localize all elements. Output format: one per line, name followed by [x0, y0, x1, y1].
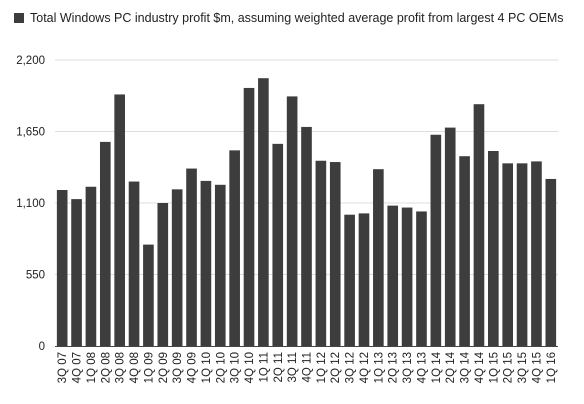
x-tick-label: 1Q 16	[546, 352, 558, 383]
x-tick-label: 4Q 14	[474, 351, 486, 383]
bar	[272, 143, 284, 346]
x-tick-label: 1Q 09	[143, 352, 155, 383]
x-tick-label: 3Q 15	[517, 352, 529, 383]
bar	[488, 151, 499, 346]
bar	[459, 156, 470, 346]
bar	[329, 162, 341, 346]
bar	[71, 199, 82, 346]
x-tick-label: 3Q 08	[115, 352, 127, 383]
x-tick-label: 2Q 15	[503, 352, 515, 383]
x-tick-label: 4Q 13	[416, 352, 428, 383]
bar	[143, 244, 154, 346]
bar	[416, 211, 427, 346]
bar	[373, 169, 384, 346]
legend: Total Windows PC industry profit $m, ass…	[14, 11, 564, 25]
legend-swatch	[14, 13, 24, 23]
bar	[344, 214, 355, 346]
bar	[186, 168, 197, 346]
bar	[243, 87, 255, 346]
bar	[56, 190, 68, 346]
x-tick-label: 3Q 07	[57, 352, 69, 383]
bar	[214, 184, 226, 346]
x-tick-label: 4Q 15	[531, 352, 543, 383]
x-tick-label: 1Q 08	[86, 352, 98, 383]
x-tick-label: 2Q 10	[215, 352, 227, 383]
bar	[128, 181, 140, 346]
x-tick-label: 3Q 09	[172, 352, 184, 383]
x-tick-label: 4Q 08	[129, 352, 141, 383]
x-tick-label: 1Q 13	[373, 352, 385, 383]
x-tick-label: 2Q 12	[330, 352, 342, 383]
x-tick-label: 1Q 14	[431, 351, 443, 383]
bar	[157, 203, 169, 346]
legend-label: Total Windows PC industry profit $m, ass…	[30, 11, 564, 25]
x-tick-label: 4Q 12	[359, 352, 371, 383]
bar	[401, 207, 413, 346]
x-tick-label: 1Q 12	[316, 352, 328, 383]
x-tick-label: 3Q 12	[345, 352, 357, 383]
x-tick-label: 2Q 09	[158, 352, 170, 383]
y-tick-label: 1,100	[16, 198, 45, 210]
bar	[258, 78, 269, 346]
bar	[200, 180, 212, 346]
bar	[358, 213, 370, 346]
bar	[301, 126, 312, 346]
y-tick-label: 2,200	[16, 55, 45, 67]
x-tick-label: 3Q 13	[402, 352, 414, 383]
x-tick-label: 1Q 10	[201, 352, 213, 383]
bar	[229, 150, 240, 346]
bar	[516, 163, 528, 346]
x-tick-label: 2Q 08	[100, 352, 112, 383]
y-tick-label: 0	[39, 341, 45, 353]
x-tick-label: 4Q 11	[302, 352, 314, 382]
x-tick-label: 1Q 11	[258, 352, 270, 382]
bar	[444, 127, 456, 346]
bar	[473, 104, 485, 346]
bar	[502, 163, 514, 346]
bar	[114, 94, 125, 346]
bar	[430, 134, 442, 346]
y-tick-label: 1,650	[16, 127, 45, 139]
x-tick-label: 2Q 14	[445, 351, 457, 383]
bar	[531, 161, 542, 346]
x-tick-label: 4Q 07	[72, 352, 84, 383]
x-tick-label: 2Q 11	[273, 352, 285, 382]
y-tick-label: 550	[26, 270, 45, 282]
bar	[545, 178, 557, 346]
x-tick-label: 3Q 11	[287, 352, 299, 382]
x-tick-label: 3Q 10	[230, 352, 242, 383]
x-tick-label: 4Q 10	[244, 352, 256, 383]
x-tick-label: 2Q 13	[388, 352, 400, 383]
x-tick-label: 3Q 14	[460, 351, 472, 383]
bar	[387, 205, 399, 346]
x-tick-label: 4Q 09	[187, 352, 199, 383]
bar	[99, 141, 111, 346]
bar	[286, 96, 298, 347]
bar	[315, 160, 327, 346]
bar	[85, 186, 97, 346]
x-tick-label: 1Q 15	[488, 352, 500, 383]
bar	[171, 189, 183, 346]
